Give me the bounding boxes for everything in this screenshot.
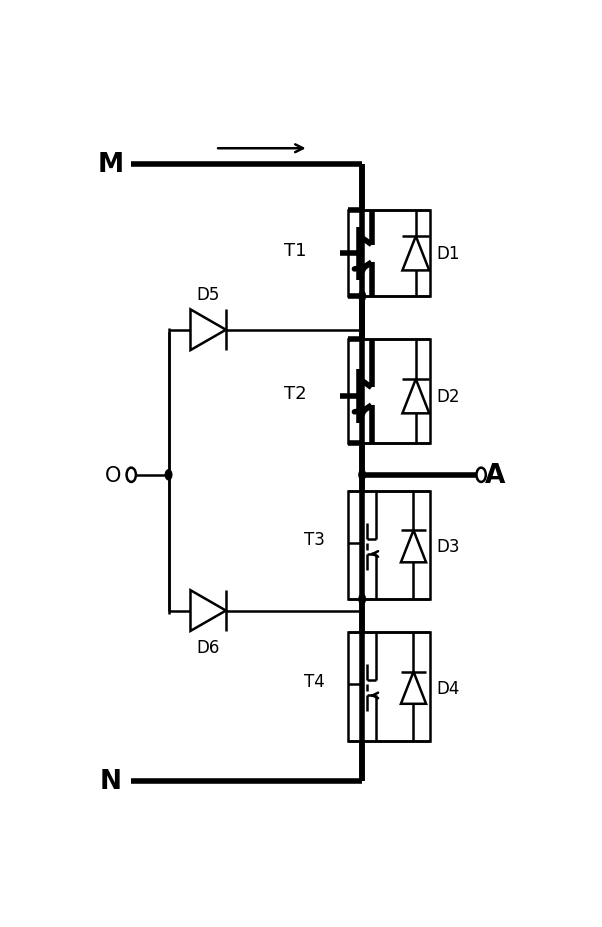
Text: T4: T4 <box>304 672 325 690</box>
Text: D2: D2 <box>437 387 461 406</box>
Text: N: N <box>99 768 121 794</box>
Text: O: O <box>104 465 121 485</box>
Bar <box>348 491 430 600</box>
Text: T2: T2 <box>284 384 306 402</box>
Bar <box>348 632 430 741</box>
Circle shape <box>359 292 365 302</box>
Circle shape <box>359 594 365 604</box>
Text: D5: D5 <box>196 286 220 303</box>
Text: M: M <box>97 152 123 178</box>
Bar <box>348 339 430 443</box>
Bar <box>348 211 430 297</box>
Text: T1: T1 <box>284 241 306 260</box>
Text: D4: D4 <box>437 679 460 697</box>
Circle shape <box>359 470 365 480</box>
Text: D1: D1 <box>437 245 461 263</box>
Circle shape <box>126 468 136 482</box>
Text: A: A <box>485 463 505 489</box>
Text: D6: D6 <box>196 638 220 656</box>
Text: T3: T3 <box>304 530 325 549</box>
Circle shape <box>166 470 172 480</box>
Circle shape <box>477 468 486 482</box>
Text: D3: D3 <box>437 538 461 555</box>
